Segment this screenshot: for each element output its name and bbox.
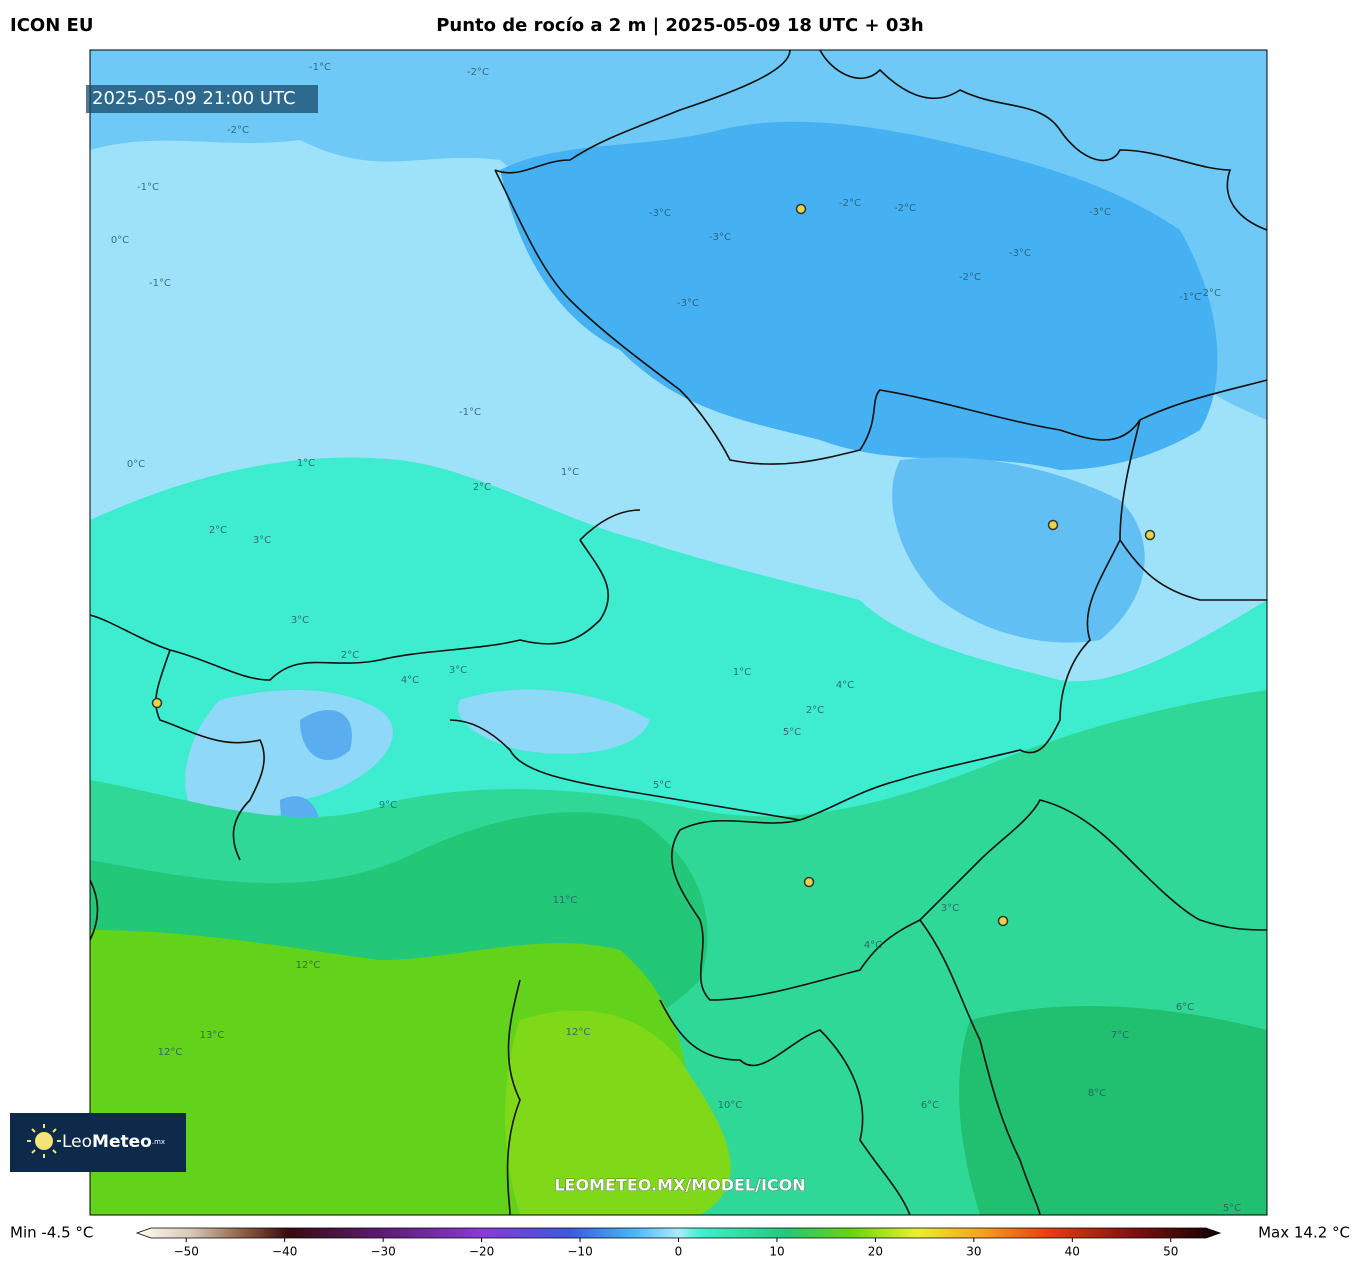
contour-label: 4°C [836, 680, 854, 691]
contour-label: -1°C [1179, 292, 1201, 303]
contour-label: 11°C [553, 895, 578, 906]
contour-label: -1°C [309, 62, 331, 73]
contour-label: 8°C [1088, 1088, 1106, 1099]
logo: LeoMeteo.mx [10, 1113, 186, 1172]
contour-label: 1°C [561, 467, 579, 478]
contour-label: 2°C [209, 525, 227, 536]
map-frame [89, 49, 1268, 1216]
contour-label: -2°C [227, 125, 249, 136]
contour-label: 13°C [200, 1030, 225, 1041]
contour-label: -1°C [137, 182, 159, 193]
contour-label: 5°C [783, 727, 801, 738]
contour-label: 12°C [158, 1047, 183, 1058]
field-dew-8b [959, 1006, 1267, 1215]
colorbar-tick-label: −10 [567, 1245, 592, 1259]
colorbar-tick-label: −50 [174, 1245, 199, 1259]
map-title: Punto de rocío a 2 m | 2025-05-09 18 UTC… [436, 15, 924, 36]
contour-label: 3°C [253, 535, 271, 546]
contour-label: 1°C [297, 458, 315, 469]
borders [90, 50, 1267, 1215]
field-dew-13 [505, 1010, 731, 1215]
contour-label: -3°C [677, 298, 699, 309]
contour-label: 0°C [111, 235, 129, 246]
colorbar-tick-label: −40 [272, 1245, 297, 1259]
colorbar-tick-label: 40 [1065, 1245, 1080, 1259]
contour-label: 3°C [941, 903, 959, 914]
contour-label: -1°C [459, 407, 481, 418]
cities [151, 203, 1156, 927]
contour-label: 6°C [1176, 1002, 1194, 1013]
contour-label: -3°C [1009, 248, 1031, 259]
contour-label: 12°C [566, 1027, 591, 1038]
max-label: Max 14.2 °C [1258, 1224, 1350, 1242]
contour-label: 5°C [1223, 1203, 1241, 1214]
contour-label: -2°C [1199, 288, 1221, 299]
logo-sun [35, 1132, 53, 1150]
colorbar-tick-label: 10 [769, 1245, 784, 1259]
contour-label: -3°C [649, 208, 671, 219]
contour-label: 7°C [1111, 1030, 1129, 1041]
contour-label: 4°C [401, 675, 419, 686]
min-label: Min -4.5 °C [10, 1224, 93, 1242]
contour-label: -3°C [1089, 207, 1111, 218]
contour-label: 4°C [864, 940, 882, 951]
valid-time: 2025-05-09 21:00 UTC [92, 88, 296, 109]
contour-label: -1°C [149, 278, 171, 289]
field-dew-m2b [892, 457, 1145, 643]
contour-label: 1°C [733, 667, 751, 678]
contour-label: 5°C [653, 780, 671, 791]
contour-label: 0°C [127, 459, 145, 470]
colorbar-tick-label: 20 [868, 1245, 883, 1259]
contour-label: 10°C [718, 1100, 743, 1111]
colorbar-tick-label: 50 [1163, 1245, 1178, 1259]
colorbar-tick-label: 0 [675, 1245, 683, 1259]
field-dew-alps-b [280, 710, 352, 840]
colorbar-tick-label: −20 [469, 1245, 494, 1259]
contour-label: 3°C [449, 665, 467, 676]
watermark: LEOMETEO.MX/MODEL/ICON [554, 1176, 805, 1195]
colorbar-tick-label: −30 [370, 1245, 395, 1259]
contour-label: 2°C [341, 650, 359, 661]
colorbar: −50 −40 −30 −20 −10 0 10 20 30 40 50 [135, 1227, 1222, 1259]
contour-label: -2°C [894, 203, 916, 214]
logo-suffix: .mx [152, 1138, 165, 1146]
colorbar-body [135, 1227, 1222, 1239]
valid-time-box [86, 85, 318, 113]
contour-label: -2°C [959, 272, 981, 283]
contour-label: -3°C [709, 232, 731, 243]
logo-text: LeoMeteo.mx [62, 1132, 165, 1152]
logo-light: Leo [62, 1132, 92, 1152]
contour-labels: -1°C -2°C-1°C-2°C-3°C-2°C -2°C-3°C-3°C-1°C… [111, 62, 1241, 1214]
field-dew-m3 [500, 121, 1218, 470]
contour-label: 6°C [921, 1100, 939, 1111]
logo-bold: Meteo [92, 1132, 152, 1152]
logo-rays [27, 1124, 61, 1158]
contour-label: 2°C [806, 705, 824, 716]
map: -1°C -2°C-1°C-2°C-3°C-2°C -2°C-3°C-3°C-1°C… [90, 50, 1267, 1215]
contour-label: -2°C [839, 198, 861, 209]
contour-label: 3°C [291, 615, 309, 626]
colorbar-tick-label: 30 [966, 1245, 981, 1259]
contour-label: -2°C [467, 67, 489, 78]
contour-label: 12°C [296, 960, 321, 971]
contour-label: 2°C [473, 482, 491, 493]
contour-label: 9°C [379, 800, 397, 811]
model-name: ICON EU [10, 15, 93, 36]
